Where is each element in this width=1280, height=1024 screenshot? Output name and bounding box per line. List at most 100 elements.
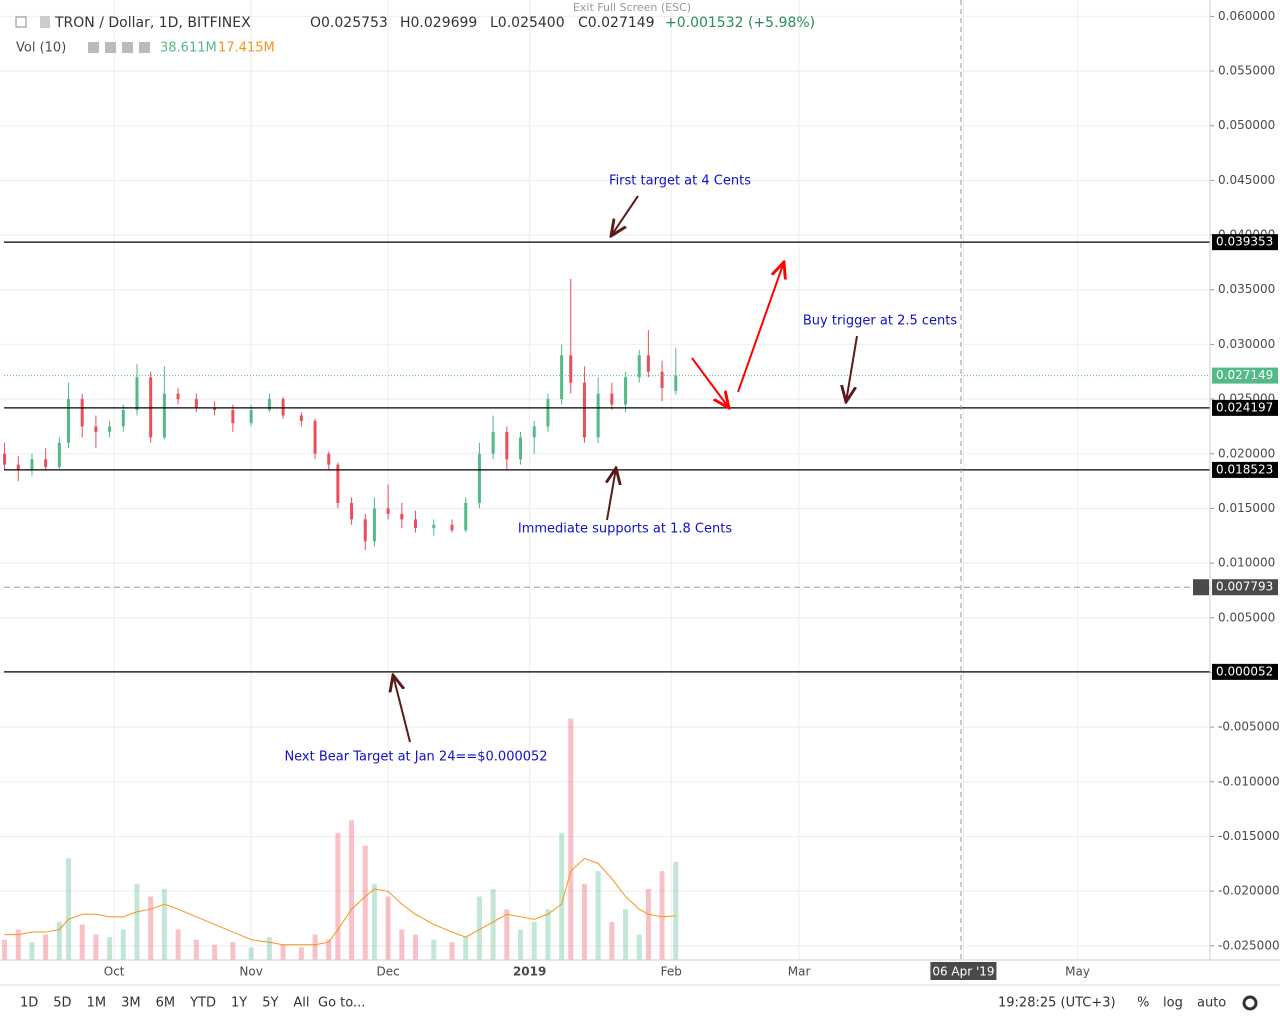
candle-body bbox=[624, 377, 628, 405]
candle-body bbox=[3, 453, 7, 465]
y-tick-label: 0.005000 bbox=[1218, 610, 1275, 624]
volume-bar bbox=[463, 937, 469, 960]
open: O0.025753 bbox=[310, 15, 388, 31]
symbol[interactable]: TRON / Dollar, 1D, BITFINEX bbox=[54, 15, 251, 31]
plot: 0.039353 0.027149 0.024197 0.018523 0.007793… bbox=[2, 234, 1278, 960]
goto[interactable]: Go to... bbox=[318, 996, 365, 1011]
volume-bar bbox=[107, 937, 113, 960]
y-tick-label: 0.050000 bbox=[1218, 118, 1275, 132]
candle-body bbox=[57, 442, 61, 467]
low: L0.025400 bbox=[490, 15, 565, 31]
range-button[interactable]: 3M bbox=[121, 996, 141, 1011]
volume-bar bbox=[531, 921, 537, 960]
arrow bbox=[737, 262, 784, 393]
auto-toggle[interactable]: auto bbox=[1197, 996, 1226, 1011]
volume-bar bbox=[385, 896, 391, 960]
volume-label[interactable]: Vol (10) bbox=[16, 41, 66, 56]
price-label-bg bbox=[1212, 367, 1278, 384]
volume-bar bbox=[431, 939, 437, 960]
volume-bar bbox=[212, 944, 218, 960]
x-tick-label: Oct bbox=[104, 965, 125, 979]
volume-bar bbox=[568, 718, 574, 960]
y-tick-label: -0.005000 bbox=[1218, 720, 1280, 734]
arrow bbox=[393, 675, 411, 743]
volume-bar bbox=[349, 820, 355, 960]
price-label-bg bbox=[1212, 579, 1278, 596]
candle-body bbox=[327, 453, 331, 465]
range-button[interactable]: 1Y bbox=[231, 996, 247, 1011]
candle-body bbox=[646, 355, 650, 372]
candle-body bbox=[249, 410, 253, 424]
collapse-icon[interactable] bbox=[15, 16, 27, 28]
candle-body bbox=[477, 453, 481, 503]
percent-toggle[interactable]: % bbox=[1137, 996, 1149, 1011]
volume-bar bbox=[161, 888, 167, 960]
candle-body bbox=[162, 393, 166, 438]
volume-bar bbox=[476, 896, 482, 960]
candle-body bbox=[610, 393, 614, 405]
volume-bar bbox=[326, 939, 332, 960]
volume-bar bbox=[623, 909, 629, 960]
volume-bar bbox=[248, 947, 254, 960]
price-label: 0.018523 bbox=[1216, 462, 1273, 476]
y-tick-label: 0.015000 bbox=[1218, 501, 1275, 515]
volume-bar bbox=[335, 833, 341, 960]
range-button[interactable]: YTD bbox=[189, 996, 216, 1011]
volume-bar bbox=[490, 888, 496, 960]
volume-bar bbox=[120, 929, 126, 960]
range-button[interactable]: 6M bbox=[156, 996, 176, 1011]
price-label-bg bbox=[1212, 399, 1278, 416]
volume-bar bbox=[193, 939, 199, 960]
volume-value: 38.611M bbox=[160, 41, 217, 56]
candle-body bbox=[400, 513, 404, 520]
x-tick-label: Mar bbox=[788, 965, 811, 979]
range-button[interactable]: 1D bbox=[20, 996, 38, 1011]
x-tick-label: May bbox=[1065, 965, 1090, 979]
price-label-bg bbox=[1212, 234, 1278, 251]
high: H0.029699 bbox=[400, 15, 477, 31]
y-tick-label: 0.010000 bbox=[1218, 556, 1275, 570]
candle-body bbox=[66, 399, 70, 443]
price-add-button[interactable] bbox=[1193, 579, 1209, 596]
candle-body bbox=[432, 524, 436, 529]
symbol-icon bbox=[40, 16, 50, 28]
volume-bar bbox=[413, 934, 419, 960]
candle-body bbox=[350, 502, 354, 520]
arrow bbox=[691, 357, 729, 408]
volume-bar bbox=[79, 924, 85, 960]
volume-bar bbox=[43, 934, 49, 960]
y-tick-label: -0.025000 bbox=[1218, 938, 1280, 952]
candle-body bbox=[194, 399, 198, 408]
candle-body bbox=[231, 410, 235, 424]
volume-bar bbox=[148, 896, 154, 960]
volume-bar bbox=[673, 861, 679, 960]
candle-body bbox=[414, 519, 418, 529]
candle-body bbox=[267, 399, 271, 411]
arrow bbox=[611, 195, 639, 236]
x-tick-label: Feb bbox=[661, 965, 682, 979]
range-button[interactable]: 5D bbox=[53, 996, 71, 1011]
range-button[interactable]: 5Y bbox=[262, 996, 278, 1011]
study-icons[interactable] bbox=[88, 42, 150, 53]
price-label-bg bbox=[1212, 461, 1278, 478]
candle-body bbox=[569, 355, 573, 383]
exit-fullscreen[interactable]: Exit Full Screen (ESC) bbox=[573, 1, 691, 14]
candle-body bbox=[582, 382, 586, 438]
volume-bar bbox=[93, 934, 99, 960]
y-tick-label: -0.020000 bbox=[1218, 884, 1280, 898]
volume-bar bbox=[518, 929, 524, 960]
candle-body bbox=[94, 426, 98, 432]
candle-body bbox=[16, 464, 20, 471]
log-toggle[interactable]: log bbox=[1163, 996, 1183, 1011]
range-button[interactable]: All bbox=[293, 996, 309, 1011]
range-button[interactable]: 1M bbox=[87, 996, 107, 1011]
candle-body bbox=[674, 375, 678, 391]
volume-bar bbox=[581, 883, 587, 960]
arrow bbox=[846, 335, 858, 402]
volume-bar bbox=[29, 942, 35, 960]
price-label: 0.039353 bbox=[1216, 235, 1273, 249]
clock: 19:28:25 (UTC+3) bbox=[998, 996, 1116, 1011]
volume-bar bbox=[371, 883, 377, 960]
settings[interactable] bbox=[1242, 995, 1258, 1011]
volume-ma-value: 17.415M bbox=[218, 41, 275, 56]
